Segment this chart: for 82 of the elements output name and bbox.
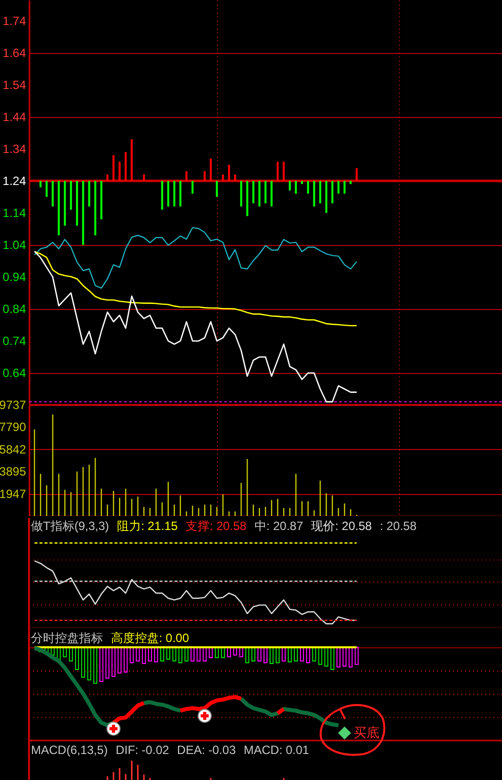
line-series: [34, 227, 358, 289]
bar: [167, 180, 170, 206]
bar: [106, 174, 108, 181]
text: 现价: 20.58: [311, 519, 372, 533]
bar: [192, 180, 194, 194]
bar: [325, 180, 328, 213]
bar: [70, 180, 72, 210]
bar: [234, 174, 236, 181]
y-tick-label: 1.74: [2, 14, 26, 28]
text: DIF: -0.02: [116, 743, 170, 757]
bar: [240, 180, 242, 206]
y-tick-label: 9737: [0, 398, 26, 412]
bar: [94, 180, 96, 236]
y-tick-label: 0.94: [2, 270, 26, 284]
bar: [350, 180, 352, 184]
bar: [258, 180, 260, 206]
bar: [264, 180, 266, 204]
bar: [161, 180, 164, 210]
y-tick-label: 0.64: [2, 366, 26, 380]
bar: [356, 168, 358, 181]
bar: [173, 180, 176, 206]
bar: [58, 180, 60, 236]
y-tick-label: 1.44: [2, 110, 26, 124]
bar: [228, 164, 230, 181]
chart-title: 分时控盘指标: [31, 631, 103, 645]
chart-title: MACD(6,13,5): [31, 743, 108, 757]
y-tick-label: 0.84: [2, 302, 26, 316]
bar: [288, 180, 291, 190]
y-tick-label: 1.34: [2, 142, 26, 156]
line-series: [34, 250, 358, 402]
y-tick-label: 5842: [0, 442, 26, 456]
y-tick-label: 1947: [0, 486, 26, 501]
bar: [130, 139, 133, 181]
y-tick-label: 1.64: [2, 46, 26, 60]
bar: [307, 180, 310, 194]
bar: [52, 180, 54, 206]
bar: [344, 180, 346, 194]
text: DEA: -0.03: [177, 743, 236, 757]
y-tick-label: 1.04: [2, 238, 26, 252]
y-tick-label: 1.54: [2, 78, 26, 92]
bar: [179, 180, 182, 206]
line-series: [34, 250, 358, 326]
bar: [270, 180, 273, 206]
bar: [246, 180, 248, 216]
y-tick-label: 0.74: [2, 334, 26, 348]
text: : 20.58: [380, 519, 417, 533]
bar: [210, 158, 212, 181]
bar: [313, 180, 316, 206]
y-tick-label: 1.14: [2, 206, 26, 220]
bar: [252, 180, 254, 204]
bar: [222, 174, 224, 181]
bar: [337, 180, 340, 194]
text: MACD: 0.01: [244, 743, 310, 757]
bar: [331, 180, 334, 204]
bar: [40, 180, 42, 188]
bar: [294, 180, 297, 194]
bar: [185, 171, 188, 181]
series-label: 阻力: 21.15: [117, 519, 178, 533]
bar: [76, 180, 78, 226]
chart-title: 做T指标(9,3,3): [31, 519, 110, 533]
bar: [276, 162, 279, 181]
bar: [88, 180, 90, 206]
series-label: 高度控盘: 0.00: [111, 631, 190, 645]
bar: [204, 171, 206, 181]
bar: [319, 180, 322, 204]
text: 支撑: 20.58: [186, 519, 246, 533]
bar: [112, 155, 115, 181]
bar: [300, 180, 303, 184]
bar: [100, 180, 102, 220]
bar: [118, 162, 121, 181]
text: 中: 20.87: [254, 519, 304, 533]
y-tick-label: 7790: [0, 420, 26, 434]
bar: [216, 180, 218, 197]
series-label: 买底: [354, 724, 380, 740]
bar: [124, 152, 127, 181]
y-tick-label: 1.24: [2, 174, 26, 188]
y-tick-label: 3895: [0, 464, 26, 479]
bar: [82, 180, 84, 245]
bar: [142, 174, 145, 181]
bar: [282, 162, 285, 181]
bar: [46, 180, 48, 197]
bar: [64, 180, 66, 226]
